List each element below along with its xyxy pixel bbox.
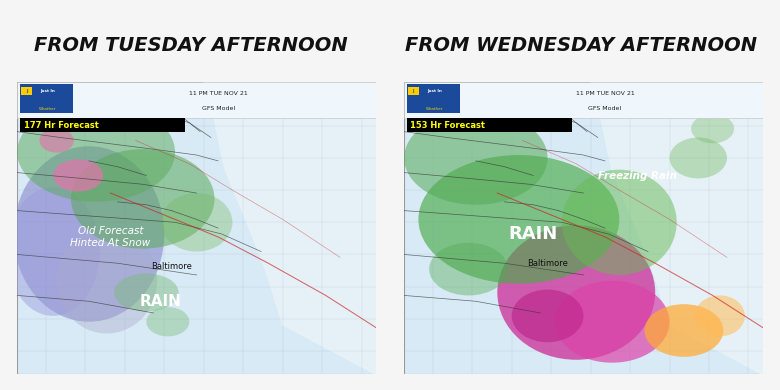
Text: FROM TUESDAY AFTERNOON: FROM TUESDAY AFTERNOON <box>34 36 348 55</box>
Ellipse shape <box>53 160 103 191</box>
Text: RAIN: RAIN <box>509 225 558 243</box>
Text: J: J <box>26 89 27 93</box>
Ellipse shape <box>644 304 723 357</box>
FancyBboxPatch shape <box>406 84 459 113</box>
Ellipse shape <box>404 111 548 205</box>
Ellipse shape <box>114 273 179 312</box>
Text: 153 Hr Forecast: 153 Hr Forecast <box>410 121 485 130</box>
Ellipse shape <box>40 128 74 152</box>
Text: Weather: Weather <box>426 107 443 111</box>
Text: Baltimore: Baltimore <box>151 262 192 271</box>
FancyBboxPatch shape <box>21 87 32 95</box>
Ellipse shape <box>161 193 232 252</box>
Polygon shape <box>590 82 763 374</box>
Ellipse shape <box>13 146 165 322</box>
Text: FROM WEDNESDAY AFTERNOON: FROM WEDNESDAY AFTERNOON <box>405 36 757 55</box>
Ellipse shape <box>418 155 619 284</box>
Text: Just In: Just In <box>427 89 442 93</box>
Ellipse shape <box>691 114 734 143</box>
Text: Weather: Weather <box>39 107 56 111</box>
FancyBboxPatch shape <box>17 82 376 118</box>
Text: J: J <box>413 89 414 93</box>
Text: 11 PM TUE NOV 21: 11 PM TUE NOV 21 <box>189 90 247 96</box>
FancyBboxPatch shape <box>20 118 185 132</box>
Ellipse shape <box>147 307 190 336</box>
Text: RAIN: RAIN <box>140 294 182 309</box>
Text: GFS Model: GFS Model <box>201 106 235 111</box>
FancyBboxPatch shape <box>406 118 572 132</box>
FancyBboxPatch shape <box>17 82 376 374</box>
Ellipse shape <box>512 289 583 342</box>
FancyBboxPatch shape <box>404 82 763 118</box>
Ellipse shape <box>555 281 669 363</box>
Ellipse shape <box>71 149 214 249</box>
FancyBboxPatch shape <box>20 84 73 113</box>
Ellipse shape <box>562 170 677 275</box>
Ellipse shape <box>429 243 508 296</box>
Text: 11 PM TUE NOV 21: 11 PM TUE NOV 21 <box>576 90 634 96</box>
FancyBboxPatch shape <box>408 87 419 95</box>
Ellipse shape <box>498 225 655 360</box>
Ellipse shape <box>57 228 157 333</box>
FancyBboxPatch shape <box>404 82 763 374</box>
Text: Freezing Rain: Freezing Rain <box>597 170 677 181</box>
Ellipse shape <box>17 102 175 202</box>
Ellipse shape <box>6 187 100 316</box>
Text: Baltimore: Baltimore <box>527 259 568 268</box>
Ellipse shape <box>669 138 727 179</box>
Text: Just In: Just In <box>41 89 55 93</box>
Text: Old Forecast
Hinted At Snow: Old Forecast Hinted At Snow <box>70 226 151 248</box>
Text: 177 Hr Forecast: 177 Hr Forecast <box>23 121 98 130</box>
Text: GFS Model: GFS Model <box>588 106 622 111</box>
Polygon shape <box>204 82 376 374</box>
Ellipse shape <box>695 296 745 336</box>
